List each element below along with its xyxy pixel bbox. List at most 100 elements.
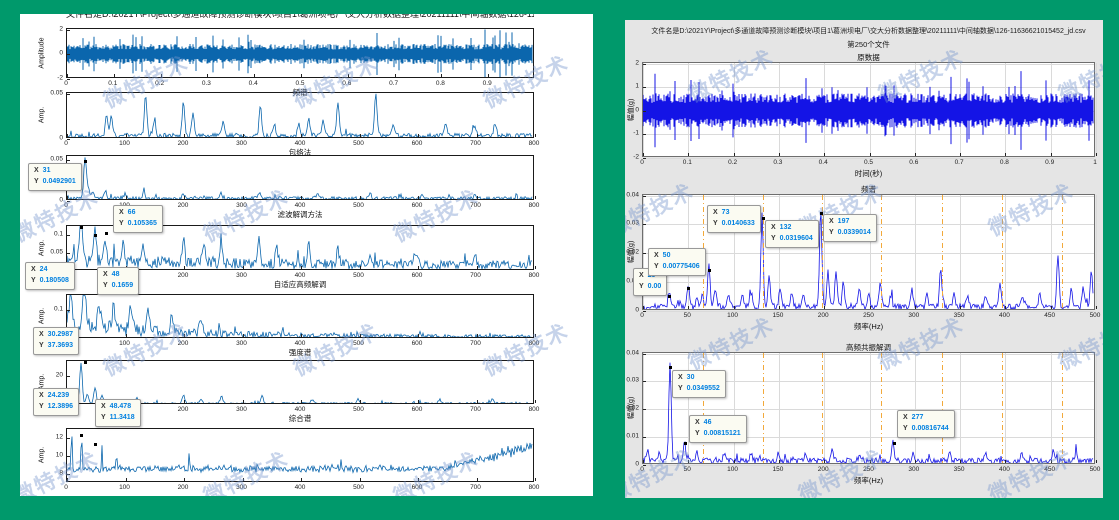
datatip[interactable]: X 30 Y 0.0349552 xyxy=(672,370,726,398)
y-tick-label: 0.04 xyxy=(626,191,639,198)
gridline-v xyxy=(1005,353,1007,463)
x-tick-label: 200 xyxy=(177,405,189,413)
x-tick-label: 700 xyxy=(470,483,481,491)
gridline-v xyxy=(1050,195,1052,309)
x-tick-mark xyxy=(535,134,536,137)
x-tick-mark xyxy=(301,196,302,199)
envelope-spectrum-plot[interactable] xyxy=(66,92,536,140)
x-tick-label: 300 xyxy=(908,465,920,473)
gridline-v xyxy=(1005,195,1007,309)
x-tick-label: 100 xyxy=(727,465,739,473)
datatip[interactable]: X 24.239 Y 12.3896 xyxy=(33,388,79,416)
x-tick-mark xyxy=(441,74,443,77)
x-tick-label: 700 xyxy=(470,339,481,347)
datatip[interactable]: X 46 Y 0.00815121 xyxy=(689,415,747,443)
x-tick-mark xyxy=(359,478,361,481)
raw-signal-plot[interactable] xyxy=(66,28,534,80)
datatip-x-value: 277 xyxy=(911,414,924,421)
datatip-layer-right: X29Y0.00X50Y0.00775406X73Y0.0140633X132Y… xyxy=(625,20,1103,498)
datatip-x-row: X 132 xyxy=(771,223,813,234)
datatip-y-label: Y xyxy=(771,234,776,242)
x-tick-mark xyxy=(418,266,419,269)
intensity-spectrum-plot-line xyxy=(67,295,532,337)
fault-frequency-marker xyxy=(881,195,883,309)
gridline-h xyxy=(643,157,1094,159)
datatip-y-value: 0.00775406 xyxy=(662,262,700,270)
datatip-y-value: 12.3896 xyxy=(47,402,73,410)
datatip-x-row: X 24.239 xyxy=(39,391,73,402)
file-index-title: 第250个文件 xyxy=(847,40,890,49)
plot-title: 原数据 xyxy=(857,53,880,62)
x-tick-label: 300 xyxy=(236,339,247,347)
matlab-figure-right: 文件名是D:\2021Y\Project\多通道故障预测诊断模块\项目1\葛洲坝… xyxy=(625,20,1103,498)
datatip-y-row: Y 0.0140633 xyxy=(713,219,755,230)
x-tick-label: 0.7 xyxy=(389,79,399,87)
trend-plot[interactable] xyxy=(66,428,536,482)
y-tick-label: 0.02 xyxy=(626,404,639,412)
datatip-anchor xyxy=(708,269,711,272)
datatip[interactable]: X 132 Y 0.0319604 xyxy=(765,220,819,248)
x-tick-label: 50 xyxy=(683,311,691,319)
filter-demod-plot[interactable] xyxy=(66,155,536,202)
x-tick-mark xyxy=(824,153,826,156)
x-tick-label: 0.6 xyxy=(342,79,352,87)
datatip-y-label: Y xyxy=(119,219,124,227)
datatip-x-value: 48.478 xyxy=(109,403,132,410)
plot-title: 频谱 xyxy=(861,185,876,194)
x-tick-mark xyxy=(125,478,127,481)
x-tick-label: 500 xyxy=(353,405,364,413)
gridline-v xyxy=(733,353,735,463)
x-tick-mark xyxy=(476,478,478,481)
x-tick-label: 200 xyxy=(177,139,189,147)
x-tick-mark xyxy=(914,460,916,463)
datatip[interactable]: X 66 Y 0.105365 xyxy=(113,205,163,233)
datatip-y-row: Y 12.3896 xyxy=(39,402,73,413)
x-tick-label: 200 xyxy=(177,271,189,279)
datatip[interactable]: X 73 Y 0.0140633 xyxy=(707,205,761,233)
x-tick-label: 0.6 xyxy=(909,158,919,166)
x-tick-label: 500 xyxy=(353,201,364,209)
datatip-y-row: Y 11.3418 xyxy=(101,413,135,424)
datatip-x-row: X 48 xyxy=(103,270,133,281)
datatip[interactable]: X 277 Y 0.00816744 xyxy=(897,410,955,438)
datatip-y-row: Y 0.0492901 xyxy=(34,177,76,188)
gridline-v xyxy=(643,353,644,463)
x-tick-mark xyxy=(688,306,690,309)
y-tick-mark xyxy=(67,235,70,236)
y-tick-mark xyxy=(643,195,646,197)
y-tick-label: 2 xyxy=(59,25,63,32)
x-axis-label: 综合谱 xyxy=(288,413,312,423)
plot-title: 高频共振解调 xyxy=(846,343,891,352)
datatip-y-label: Y xyxy=(39,341,44,349)
x-tick-label: 0.1 xyxy=(682,158,692,166)
x-tick-label: 200 xyxy=(817,311,829,319)
right-resonance-demod-plot[interactable] xyxy=(642,352,1097,466)
datatip[interactable]: X 197 Y 0.0339014 xyxy=(823,214,877,242)
datatip[interactable]: X 31 Y 0.0492901 xyxy=(28,163,82,191)
x-tick-label: 700 xyxy=(470,201,481,209)
x-tick-mark xyxy=(242,334,244,337)
datatip[interactable]: X 24 Y 0.180508 xyxy=(25,262,75,290)
datatip[interactable]: X 48.478 Y 11.3418 xyxy=(95,399,141,427)
composite-spectrum-plot[interactable] xyxy=(66,360,536,404)
datatip[interactable]: X 48 Y 0.1659 xyxy=(97,267,140,295)
x-tick-label: 400 xyxy=(294,139,306,147)
x-tick-label: 0.2 xyxy=(728,158,738,166)
datatip-x-label: X xyxy=(639,272,644,279)
x-tick-label: 0 xyxy=(640,311,644,319)
right-raw-plot[interactable] xyxy=(642,62,1097,159)
y-tick-label: 0 xyxy=(635,460,639,467)
x-tick-mark xyxy=(1096,153,1097,156)
x-tick-mark xyxy=(778,153,780,156)
datatip-x-label: X xyxy=(34,167,39,174)
left-plots-area: 0 0.1 0.2 0.3 0.4 0.5 0.6 0.7 0.8 0.9 2 0 -2 频谱 Amplit… xyxy=(20,14,593,496)
datatip[interactable]: X 30.2987 Y 37.3693 xyxy=(33,327,79,355)
y-tick-mark xyxy=(67,200,70,202)
x-tick-label: 0.1 xyxy=(108,79,118,87)
datatip-x-value: 197 xyxy=(837,218,850,225)
gridline-h xyxy=(643,282,1094,283)
intensity-spectrum-plot[interactable] xyxy=(66,294,536,340)
raw-signal-plot-line xyxy=(67,29,533,77)
gridline-h xyxy=(643,437,1094,438)
datatip[interactable]: X 50 Y 0.00775406 xyxy=(648,248,706,276)
